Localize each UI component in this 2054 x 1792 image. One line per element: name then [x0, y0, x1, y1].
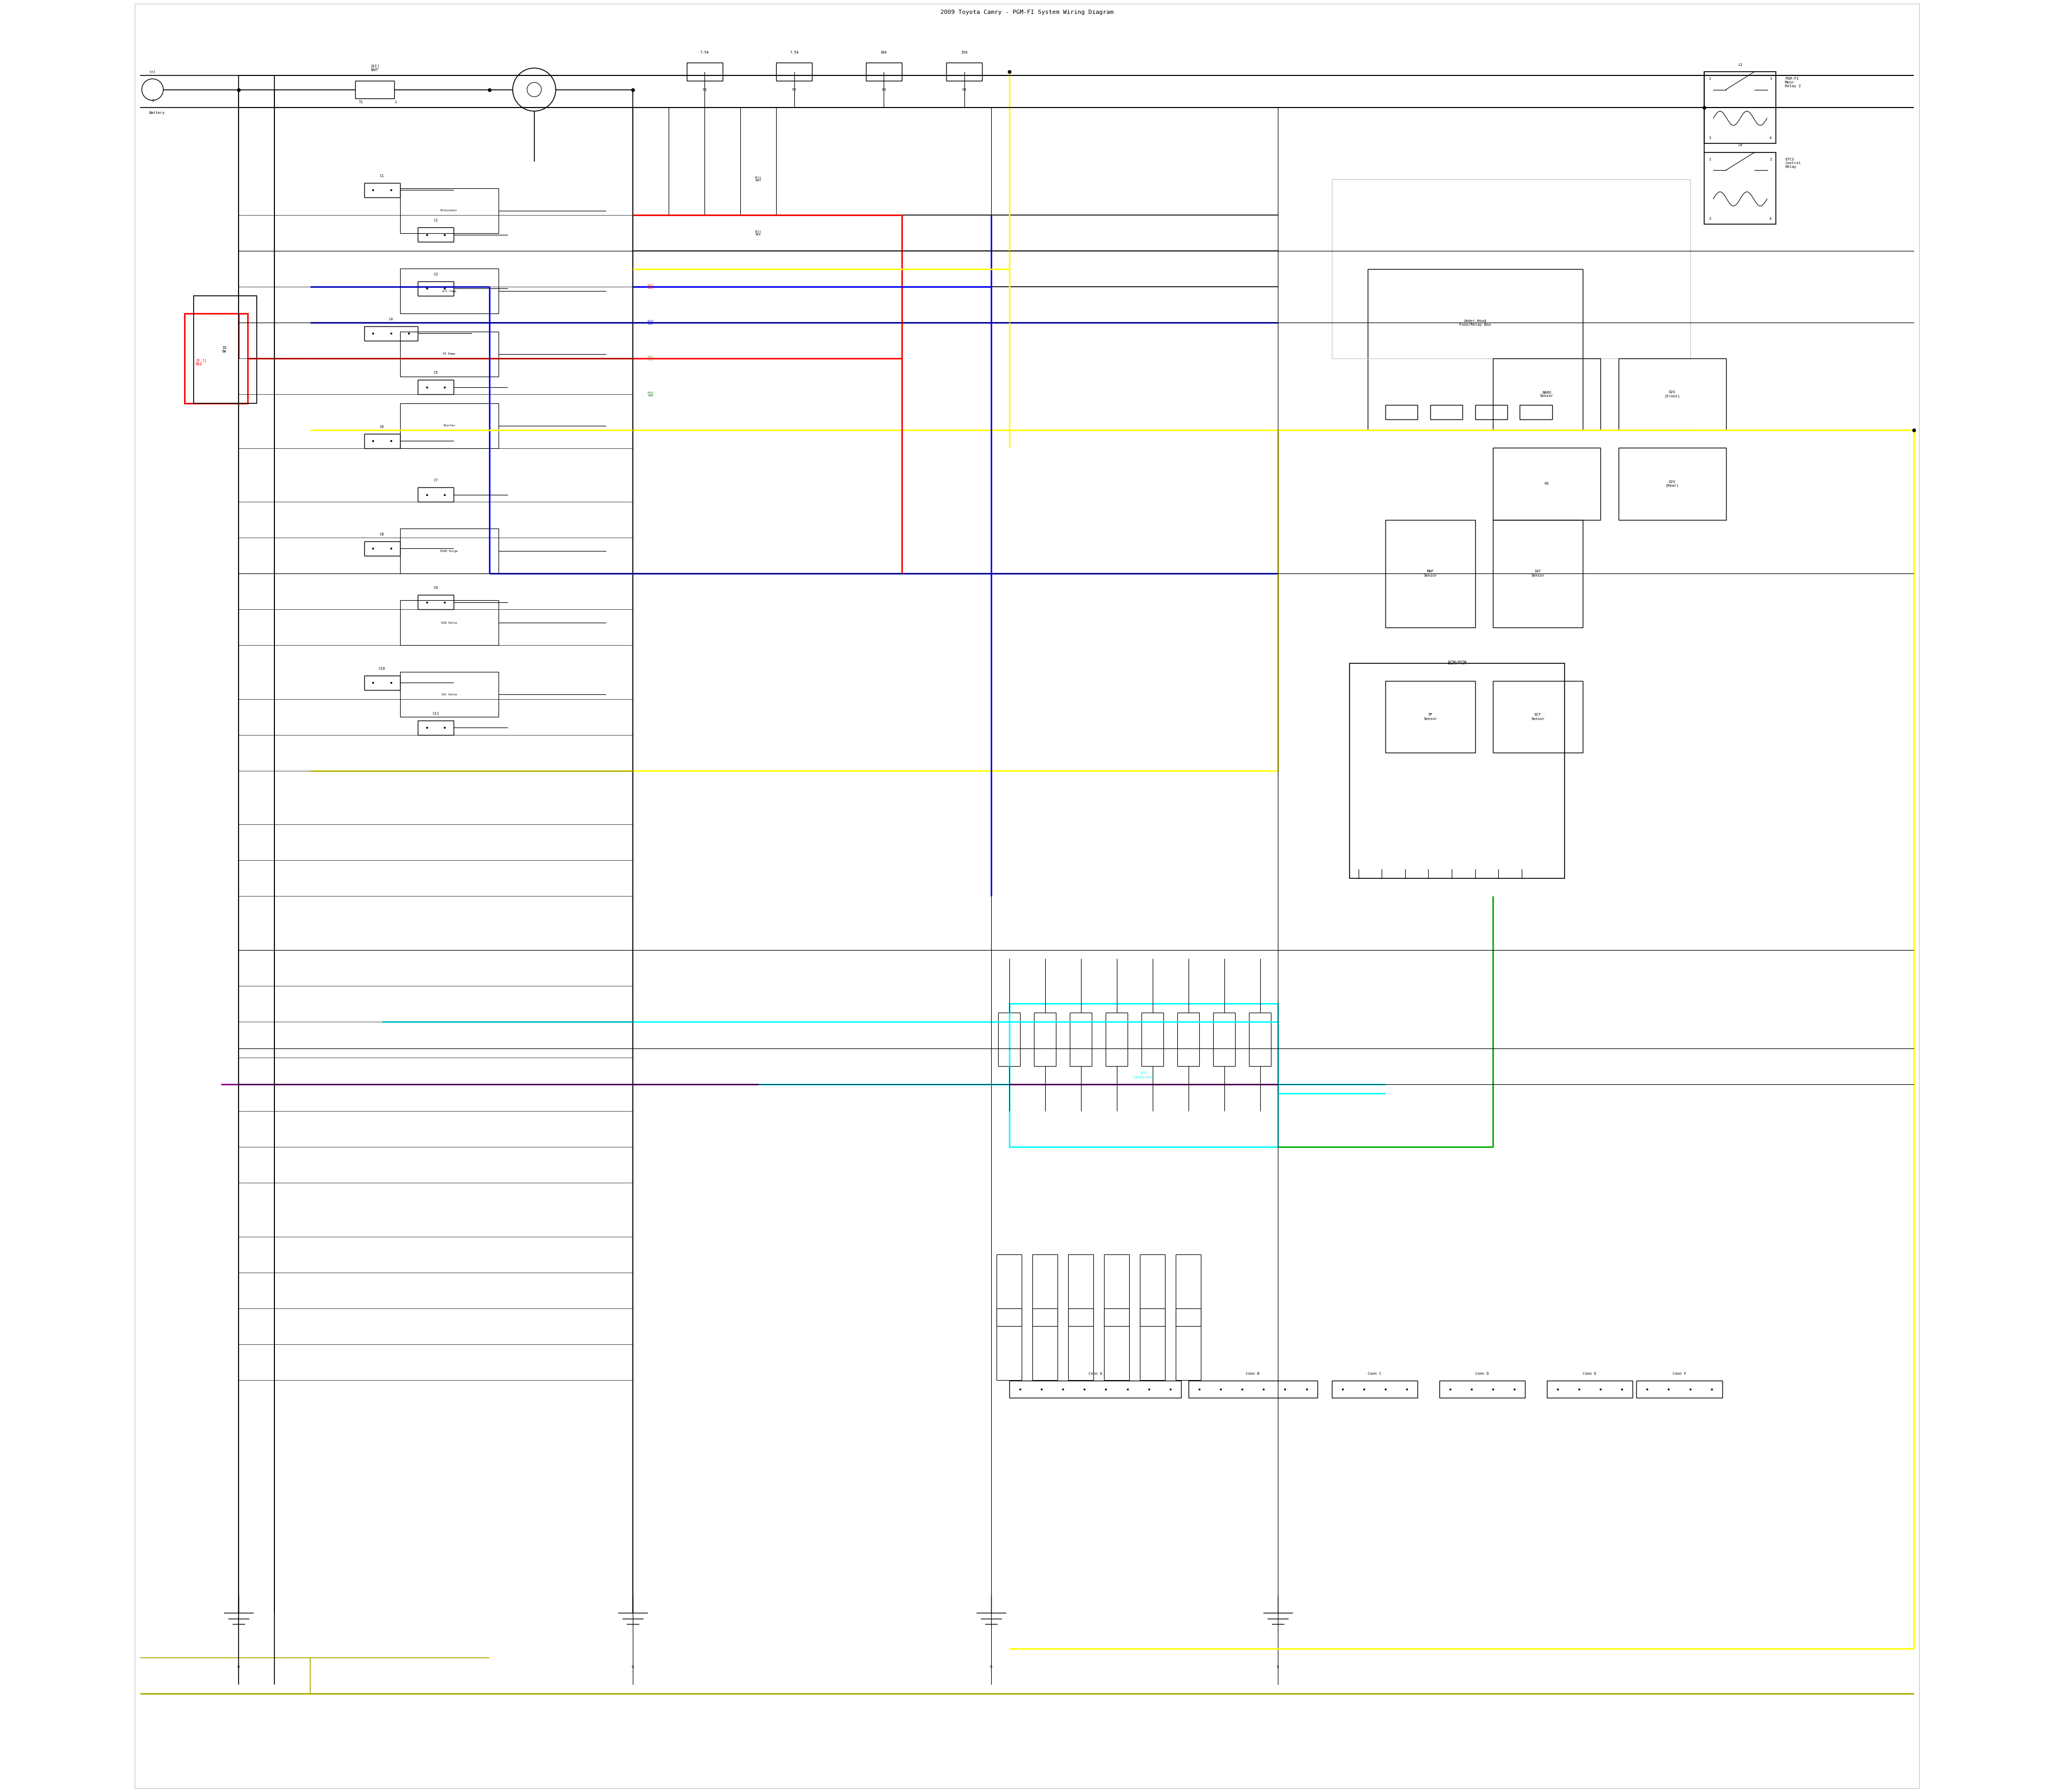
Bar [1368, 269, 1582, 430]
Bar [417, 380, 454, 394]
Bar [364, 541, 401, 556]
Bar [417, 720, 454, 735]
Text: EVAP Purge: EVAP Purge [440, 550, 458, 552]
Text: G: G [633, 1665, 635, 1668]
Text: C10: C10 [378, 667, 386, 670]
Text: [A3]
YEL: [A3] YEL [647, 355, 653, 362]
Text: Conn E: Conn E [1584, 1373, 1596, 1374]
Text: [E.J]
RED: [E.J] RED [195, 358, 207, 366]
Bar [1033, 1308, 1058, 1380]
Bar [1068, 1254, 1093, 1326]
Text: PGM-FI
Main
Relay 2: PGM-FI Main Relay 2 [1785, 77, 1801, 88]
Text: C9: C9 [433, 586, 438, 590]
Bar [1430, 405, 1462, 419]
Bar [417, 487, 454, 502]
Text: C1: C1 [380, 174, 384, 177]
Bar [1493, 358, 1600, 430]
Text: F1: F1 [702, 88, 707, 91]
Text: C4: C4 [388, 317, 392, 321]
Text: SCS
Connector: SCS Connector [1134, 1072, 1154, 1079]
Text: MAP
Sensor: MAP Sensor [1423, 570, 1438, 577]
Bar [401, 529, 499, 573]
Bar [1105, 1254, 1130, 1326]
Text: C7: C7 [433, 478, 438, 482]
Text: C5: C5 [433, 371, 438, 375]
Text: Starter: Starter [444, 425, 456, 426]
Text: Battery: Battery [150, 111, 164, 115]
Text: L4: L4 [1738, 143, 1742, 147]
Text: C8: C8 [380, 532, 384, 536]
Text: 4: 4 [1768, 136, 1773, 140]
Bar [686, 63, 723, 81]
Text: Conn A: Conn A [1089, 1373, 1101, 1374]
Text: EGR Valve: EGR Valve [442, 622, 456, 624]
Text: C11: C11 [431, 711, 440, 715]
Bar [1070, 1012, 1091, 1066]
Text: 1: 1 [1709, 158, 1711, 161]
Bar [1493, 448, 1600, 520]
Bar [185, 314, 249, 403]
Text: C2: C2 [433, 219, 438, 222]
Text: (+): (+) [150, 70, 156, 73]
Bar [1384, 681, 1475, 753]
Bar [401, 332, 499, 376]
Bar [1140, 1308, 1165, 1380]
Bar [1068, 1308, 1093, 1380]
Bar [401, 403, 499, 448]
Text: T1: T1 [359, 100, 364, 104]
Bar [1619, 358, 1725, 430]
Text: ETCS
Control
Relay: ETCS Control Relay [1785, 158, 1801, 168]
Bar [1547, 1380, 1633, 1398]
Text: ECT
Sensor: ECT Sensor [1530, 713, 1545, 720]
Text: G: G [990, 1665, 992, 1668]
Bar [1493, 681, 1582, 753]
Text: [EI]
WHT: [EI] WHT [370, 65, 380, 72]
Bar [1331, 179, 1690, 358]
Text: 3: 3 [1709, 136, 1711, 140]
Bar [1140, 1254, 1165, 1326]
Text: F4: F4 [961, 88, 967, 91]
Bar [996, 1308, 1021, 1380]
Text: ECM/PCM: ECM/PCM [1448, 661, 1467, 665]
Text: IAC Valve: IAC Valve [442, 694, 456, 695]
Bar [1349, 663, 1565, 878]
Text: 15A: 15A [961, 50, 967, 54]
Text: Conn C: Conn C [1368, 1373, 1382, 1374]
Text: Conn F: Conn F [1672, 1373, 1686, 1374]
Text: F3: F3 [881, 88, 885, 91]
Text: 10A: 10A [881, 50, 887, 54]
Bar [1637, 1380, 1721, 1398]
Text: 7.5A: 7.5A [700, 50, 709, 54]
Bar [401, 269, 499, 314]
Bar [1475, 405, 1508, 419]
Bar [1619, 448, 1725, 520]
Bar [417, 595, 454, 609]
Bar [193, 296, 257, 403]
Text: Alternator: Alternator [440, 210, 458, 211]
Bar [1331, 1380, 1417, 1398]
Text: O2S
(Rear): O2S (Rear) [1666, 480, 1678, 487]
Text: 1: 1 [1768, 77, 1773, 81]
Bar [1105, 1012, 1128, 1066]
Bar [401, 188, 499, 233]
Text: L1: L1 [1738, 63, 1742, 66]
Bar [1175, 1308, 1202, 1380]
Bar [1033, 1012, 1056, 1066]
Text: 2: 2 [1768, 158, 1773, 161]
Text: Conn D: Conn D [1475, 1373, 1489, 1374]
Bar [1189, 1380, 1317, 1398]
Text: G: G [238, 1665, 240, 1668]
Bar [364, 183, 401, 197]
Text: [E1]
WHT: [E1] WHT [754, 176, 762, 183]
Text: 2: 2 [1709, 77, 1711, 81]
Bar [1009, 1380, 1181, 1398]
Text: TP
Sensor: TP Sensor [1423, 713, 1438, 720]
Text: KS: KS [1545, 482, 1549, 486]
Bar [364, 434, 401, 448]
Text: 3: 3 [1709, 217, 1711, 220]
Text: IG
SW: IG SW [222, 346, 226, 353]
Text: A/C Comp: A/C Comp [442, 290, 456, 292]
Bar [355, 81, 394, 99]
Bar [417, 228, 454, 242]
Text: IAT
Sensor: IAT Sensor [1530, 570, 1545, 577]
